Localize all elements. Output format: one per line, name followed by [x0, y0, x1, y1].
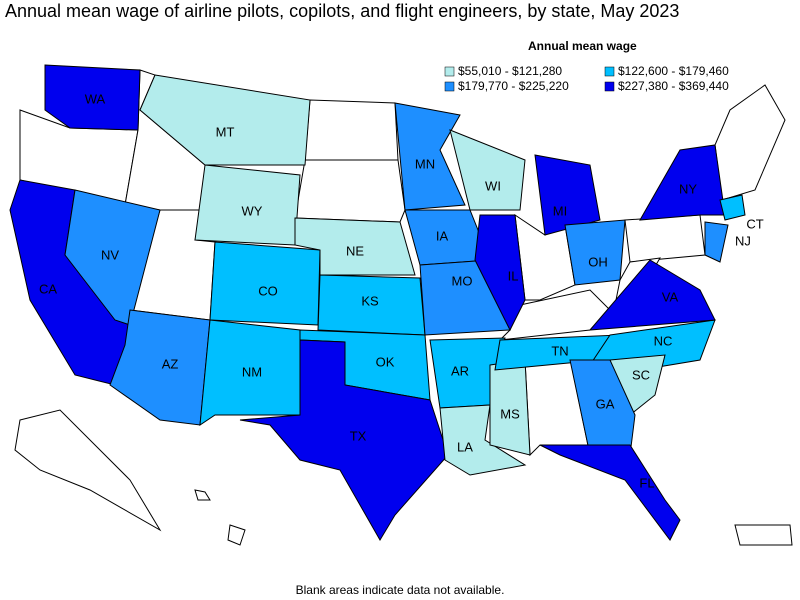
state-label: NJ: [735, 233, 751, 248]
state-label: OH: [588, 254, 608, 269]
state-label: WI: [485, 178, 501, 193]
state-label: KS: [361, 293, 379, 308]
state-label: MS: [500, 406, 520, 421]
state-label: AR: [451, 363, 469, 378]
state: [199, 319, 301, 426]
state-label: VA: [662, 289, 679, 304]
state-label: MT: [216, 124, 235, 139]
footnote: Blank areas indicate data not available.: [296, 583, 505, 597]
state: [449, 129, 526, 211]
state: [539, 444, 681, 541]
legend-label: $55,010 - $121,280: [458, 64, 562, 78]
state-label: LA: [457, 439, 473, 454]
state-label: MO: [452, 273, 473, 288]
legend-label: $179,770 - $225,220: [458, 79, 569, 93]
state-label: CA: [39, 281, 57, 296]
state: [474, 214, 526, 332]
legend-swatch: [604, 66, 615, 77]
state-label: NC: [654, 333, 673, 348]
state: [719, 194, 746, 221]
state-label: TX: [350, 428, 367, 443]
state-label: FL: [639, 475, 654, 490]
state-label: NM: [242, 364, 262, 379]
legend-label: $122,600 - $179,460: [618, 64, 729, 78]
state-label: IA: [436, 228, 449, 243]
state: [44, 64, 141, 131]
state-label: MI: [553, 203, 567, 218]
state-label: NY: [679, 181, 697, 196]
map-title: Annual mean wage of airline pilots, copi…: [5, 1, 679, 21]
legend-title: Annual mean wage: [528, 39, 637, 53]
state-label: WY: [242, 203, 263, 218]
legend-label: $227,380 - $369,440: [618, 79, 729, 93]
state-label: GA: [596, 396, 615, 411]
state-label: CO: [258, 283, 278, 298]
state: [569, 359, 636, 456]
legend-swatch: [444, 81, 455, 92]
state: [534, 154, 601, 236]
state: [564, 219, 626, 286]
legend-swatch: [604, 81, 615, 92]
state-label: TN: [551, 343, 568, 358]
state-label: CT: [746, 216, 763, 231]
state-label: IL: [508, 268, 519, 283]
state-label: OK: [376, 354, 395, 369]
state: [394, 102, 466, 211]
state: [704, 221, 729, 263]
state: [139, 74, 311, 166]
state-label: NV: [101, 247, 119, 262]
state-label: WA: [85, 91, 106, 106]
state-label: NE: [346, 243, 364, 258]
state: [588, 259, 716, 331]
state: [64, 189, 161, 326]
state: [239, 339, 449, 541]
state-label: MN: [415, 156, 435, 171]
state-label: AZ: [162, 356, 179, 371]
state-label: SC: [632, 367, 650, 382]
legend-swatch: [444, 66, 455, 77]
state: [639, 144, 726, 221]
